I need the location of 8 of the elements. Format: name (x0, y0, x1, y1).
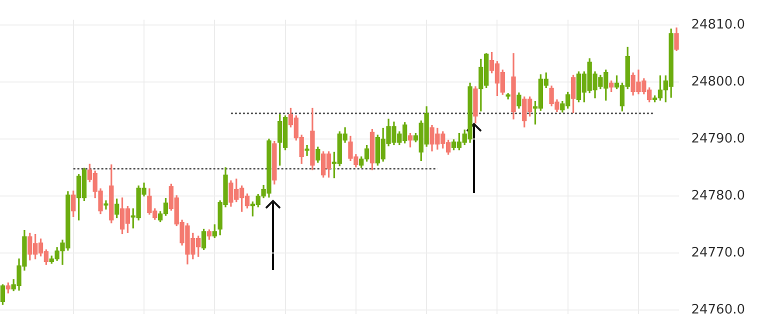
y-tick-label: 24810.0 (691, 17, 746, 32)
y-tick-label: 24800.0 (691, 74, 746, 90)
y-tick-label: 24790.0 (691, 131, 746, 146)
candlestick (104, 200, 108, 210)
y-tick-label: 24770.0 (691, 246, 746, 261)
y-tick-label: 24780.0 (691, 188, 746, 204)
candlestick (304, 144, 310, 156)
y-tick-label: 24760.0 (691, 302, 746, 318)
